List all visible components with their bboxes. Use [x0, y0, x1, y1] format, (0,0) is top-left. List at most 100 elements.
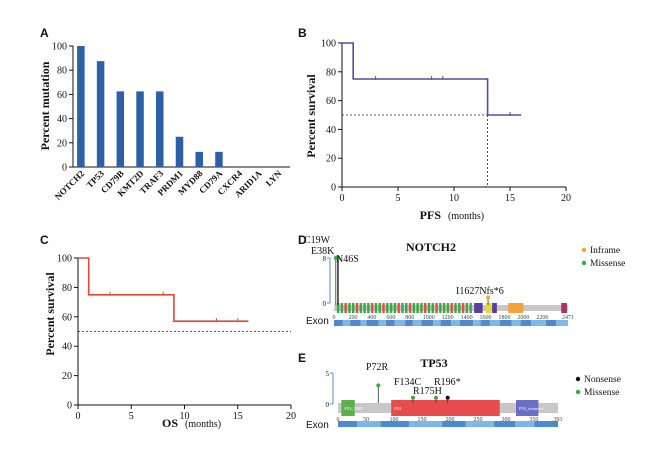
panel-d-count-tick-label: 0 [323, 300, 327, 308]
panel-d-domain-block [344, 303, 347, 313]
panel-d-domain-block [412, 303, 416, 313]
panel-d-exon-segment [342, 320, 351, 326]
panel-e-mutation-label: R196* [434, 377, 461, 388]
panel-d-exon-segment [440, 320, 451, 326]
panel-b-x-tick-label: 20 [561, 193, 571, 204]
panel-b-y-tick-label: 100 [321, 39, 336, 50]
panel-e-exon-segment [380, 421, 409, 427]
panel-d-domain-block [431, 303, 435, 313]
panel-d-domain-block [492, 303, 497, 313]
panel-a-bar [195, 151, 203, 167]
panel-d-mutation-label: E38K [311, 246, 335, 257]
panel-e-domain-p53-tad [341, 400, 355, 416]
panel-a-bar [77, 46, 85, 167]
panel-d-exon-segment [451, 320, 460, 326]
panel-a-y-tick-label: 100 [52, 42, 67, 53]
panel-e-mutation-label: R175H [413, 386, 442, 397]
panel-d-domain-block [439, 303, 442, 313]
panel-d-exon-segment [473, 320, 481, 326]
panel-a-bar [136, 91, 144, 167]
panel-d-position-tick-label: 1000 [423, 315, 435, 321]
panel-d-position-tick-label: 1400 [461, 315, 473, 321]
panel-b-y-tick-label: 80 [326, 67, 336, 78]
panel-e-exon-segment [442, 421, 466, 427]
panel-d-mutation-label: C19W [304, 235, 331, 246]
panel-letter-c: C [40, 233, 49, 247]
panel-c-y-tick-label: 100 [57, 254, 72, 265]
panel-e-legend-label: Nonsense [584, 375, 621, 385]
panel-d-domain-block [461, 303, 465, 313]
panel-b-x-tick-label: 10 [449, 193, 459, 204]
panel-d-exon-segment [480, 320, 490, 326]
panel-d-position-tick-label: 600 [386, 315, 395, 321]
panel-d-legend-label: Missense [590, 259, 625, 269]
panel-d-domain-block [351, 303, 355, 313]
panel-d-exon-segment [412, 320, 422, 326]
panel-e-legend-dot [575, 389, 581, 395]
panel-d-domain-block [367, 303, 370, 313]
panel-b-x-tick-label: 5 [396, 193, 401, 204]
panel-d-exon-segment [394, 320, 406, 326]
panel-d-position-tick-label: 800 [405, 315, 414, 321]
panel-d-exon-segment [405, 320, 413, 326]
panel-d-legend-label: Inframe [590, 245, 620, 256]
panel-a-y-tick-label: 40 [57, 114, 67, 125]
panel-d-exon-segment [360, 320, 367, 326]
panel-d-domain-block [454, 303, 457, 313]
panel-d-exon-segment [459, 320, 474, 326]
panel-a-category-label: NOTCH2 [53, 168, 87, 202]
panel-d-exon-segment [334, 320, 343, 326]
panel-c-x-tick-label: 10 [180, 411, 190, 422]
panel-b-pfs-chart: Percent survival PFS (months) 0 20 40 60 80 1… [304, 39, 571, 223]
panel-d-domain-block [363, 303, 366, 313]
panel-a-bar [116, 91, 125, 167]
panel-b-y-tick-label: 40 [326, 125, 336, 136]
panel-e-domain-label: P53 [394, 406, 402, 411]
panel-d-legend-dot [581, 260, 587, 266]
panel-d-domain-block [405, 303, 408, 313]
panel-c-survival-line [78, 257, 249, 323]
panel-d-exon-label: Exon [306, 316, 329, 327]
panel-d-domain-block [474, 303, 483, 313]
panel-e-count-tick-label: 5 [326, 370, 330, 378]
panel-d-domain-block [435, 303, 438, 313]
panel-d-position-tick-label: 200 [348, 315, 357, 321]
panel-d-domain-block [446, 303, 450, 313]
panel-d-domain-block [423, 303, 427, 313]
panel-b-y-tick-label: 20 [326, 154, 336, 165]
panel-d-position-tick-label: 1200 [442, 315, 454, 321]
panel-d-position-tick-label: 2471 [562, 315, 574, 321]
panel-d-domain-block [382, 303, 385, 313]
panel-c-x-axis-units: (months) [185, 419, 221, 430]
panel-e-position-tick-label: 393 [554, 417, 563, 423]
panel-e-legend-label: Missense [584, 388, 619, 398]
panel-d-domain-block [442, 303, 446, 313]
panel-a-bar [215, 151, 223, 167]
panel-d-domain-block [420, 303, 423, 313]
panel-d-domain-block [355, 303, 359, 313]
panel-d-domain-block [340, 303, 344, 313]
panel-e-exon-label: Exon [306, 420, 329, 431]
panel-e-mutation-label: P72R [366, 362, 389, 373]
panel-e-exon-segment [515, 421, 535, 427]
panel-c-y-tick-label: 60 [62, 312, 72, 323]
panel-e-domain-p53-tetramer [516, 400, 539, 416]
panel-d-exon-segment [545, 320, 557, 326]
panel-b-x-axis-units: (months) [448, 211, 484, 222]
panel-d-mutation-head [336, 256, 341, 260]
panel-letter-d: D [298, 233, 307, 247]
panel-e-mutation-head [411, 395, 416, 400]
panel-d-count-tick-label: 8 [323, 255, 327, 263]
panel-c-y-tick-label: 80 [62, 283, 72, 294]
panel-b-y-tick-label: 60 [326, 96, 336, 107]
panel-a-y-tick-label: 80 [57, 66, 67, 77]
panel-d-domain-block [401, 303, 404, 313]
panel-c-os-chart: Percent survival OS (months) 0 20 40 60 80 10… [43, 254, 296, 431]
panel-d-domain-block [378, 303, 381, 313]
panel-d-title: NOTCH2 [406, 240, 456, 254]
panel-c-x-axis-title: OS [162, 416, 178, 430]
panel-c-x-tick-label: 5 [129, 411, 134, 422]
panel-c-y-axis-title: Percent survival [43, 272, 57, 356]
panel-e-position-tick-label: 250 [473, 417, 482, 423]
